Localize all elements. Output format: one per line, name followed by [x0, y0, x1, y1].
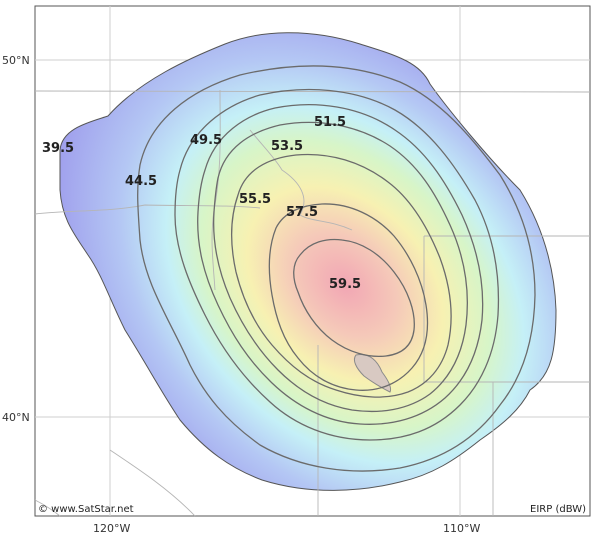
contour-59-5	[293, 238, 415, 358]
credit-text: © www.SatStar.net	[38, 504, 134, 515]
contour-51-5	[197, 104, 484, 425]
contour-label-49-5: 49.5	[190, 133, 222, 148]
lat-label-50n: 50°N	[2, 54, 30, 67]
contour-label-53-5: 53.5	[271, 139, 303, 154]
contour-label-59-5: 59.5	[329, 277, 361, 292]
contour-labels: 39.5 44.5 49.5 51.5 53.5 55.5 57.5 59.5	[42, 115, 361, 292]
contour-49-5	[174, 88, 500, 441]
contour-lines	[137, 65, 536, 472]
contour-label-51-5: 51.5	[314, 115, 346, 130]
great-salt-lake	[353, 353, 391, 393]
lon-label-110w: 110°W	[443, 522, 480, 535]
contour-label-57-5: 57.5	[286, 205, 318, 220]
contour-label-55-5: 55.5	[239, 192, 271, 207]
contour-label-44-5: 44.5	[125, 174, 157, 189]
lat-label-40n: 40°N	[2, 411, 30, 424]
contour-53-5	[212, 121, 468, 413]
lon-label-120w: 120°W	[93, 522, 130, 535]
axis-labels: 50°N 40°N 120°W 110°W	[2, 54, 480, 535]
contour-label-39-5: 39.5	[42, 141, 74, 156]
contour-57-5	[268, 203, 429, 391]
contour-55-5	[231, 153, 452, 398]
contour-44-5	[137, 65, 536, 472]
unit-label: EIRP (dBW)	[530, 504, 586, 515]
